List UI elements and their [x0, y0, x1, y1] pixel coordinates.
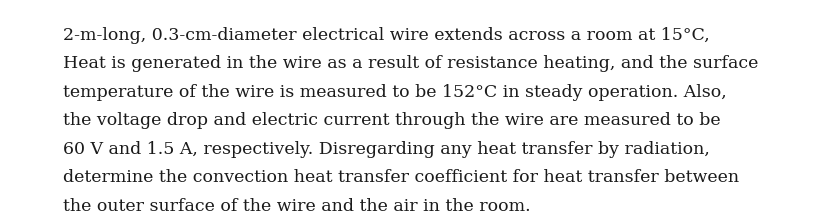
Text: temperature of the wire is measured to be 152°C in steady operation. Also,: temperature of the wire is measured to b… — [63, 84, 726, 101]
Text: 60 V and 1.5 A, respectively. Disregarding any heat transfer by radiation,: 60 V and 1.5 A, respectively. Disregardi… — [63, 141, 710, 158]
Text: the outer surface of the wire and the air in the room.: the outer surface of the wire and the ai… — [63, 198, 530, 215]
Text: determine the convection heat transfer coefficient for heat transfer between: determine the convection heat transfer c… — [63, 169, 739, 186]
Text: 2-m-long, 0.3-cm-diameter electrical wire extends across a room at 15°C,: 2-m-long, 0.3-cm-diameter electrical wir… — [63, 27, 710, 44]
Text: the voltage drop and electric current through the wire are measured to be: the voltage drop and electric current th… — [63, 112, 721, 129]
Text: Heat is generated in the wire as a result of resistance heating, and the surface: Heat is generated in the wire as a resul… — [63, 55, 758, 72]
